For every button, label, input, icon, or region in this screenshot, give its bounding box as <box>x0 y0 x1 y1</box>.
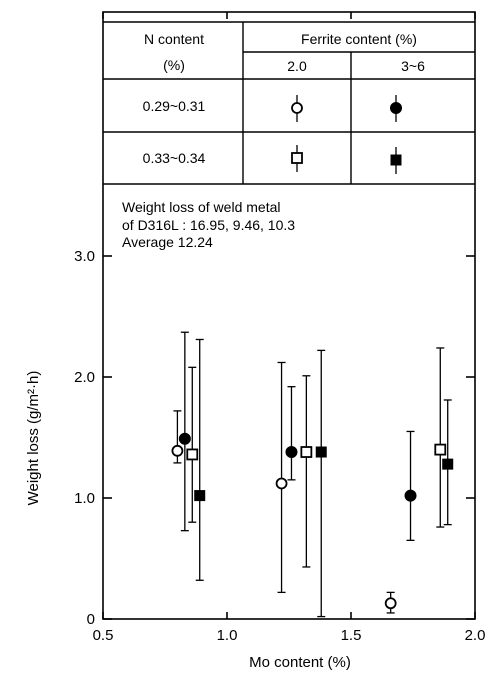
y-tick-label: 2.0 <box>74 369 95 386</box>
data-point-open-square <box>186 366 199 523</box>
x-tick-label: 1.0 <box>217 627 238 644</box>
data-point-filled-circle <box>178 331 191 532</box>
legend-marker-filled-circle <box>390 95 402 122</box>
x-axis-label: Mo content (%) <box>249 654 351 671</box>
data-point-filled-square <box>442 399 454 526</box>
legend-header-ferrite: Ferrite content (%) <box>301 31 417 47</box>
marker-open-circle <box>171 444 184 457</box>
marker-open-circle <box>275 477 288 490</box>
legend-marker-filled-square <box>390 147 402 174</box>
marker-open-square <box>300 446 313 458</box>
legend-ferrite-level-1: 2.0 <box>287 58 307 74</box>
y-tick-label: 3.0 <box>74 248 95 265</box>
x-tick-label: 0.5 <box>93 627 114 644</box>
data-point-open-circle <box>275 361 288 594</box>
marker-filled-square <box>315 446 327 458</box>
y-tick-label: 0 <box>87 611 95 628</box>
legend-header-n-line1: N content <box>144 31 204 47</box>
annotation-line-2: of D316L : 16.95, 9.46, 10.3 <box>122 217 295 233</box>
legend-row2-n-label: 0.33~0.34 <box>143 150 206 166</box>
data-point-open-square <box>300 375 313 568</box>
legend-ferrite-level-2: 3~6 <box>401 58 425 74</box>
legend-row1-n-label: 0.29~0.31 <box>143 98 206 114</box>
marker-open-square <box>186 448 199 461</box>
marker-filled-circle <box>178 432 191 445</box>
annotation-line-3: Average 12.24 <box>122 234 213 250</box>
axis-ticks: 0.5 1.0 1.5 2.0 0 1.0 2.0 3.0 <box>74 12 485 644</box>
data-point-filled-square <box>194 338 206 581</box>
legend-header-n-line2: (%) <box>163 57 185 73</box>
legend-marker-open-square <box>291 145 303 172</box>
x-tick-label: 2.0 <box>465 627 486 644</box>
marker-filled-square <box>194 490 206 502</box>
legend-table: N content (%) Ferrite content (%) 2.0 3~… <box>103 21 475 185</box>
data-point-open-circle <box>384 591 397 614</box>
marker-open-circle <box>384 597 397 610</box>
y-axis-label: Weight loss (g/m²·h) <box>25 371 42 506</box>
x-tick-label: 1.5 <box>341 627 362 644</box>
data-marks <box>171 331 454 618</box>
legend-marker-open-circle <box>291 95 303 122</box>
marker-filled-circle <box>404 489 417 502</box>
plot-frame <box>102 11 476 620</box>
marker-filled-circle <box>285 446 298 459</box>
annotation-line-1: Weight loss of weld metal <box>122 199 280 215</box>
data-point-open-square <box>434 347 447 528</box>
data-point-open-circle <box>171 410 184 464</box>
data-point-filled-circle <box>404 430 417 541</box>
data-point-filled-circle <box>285 386 298 481</box>
marker-filled-square <box>442 458 454 470</box>
marker-open-square <box>434 443 447 456</box>
y-tick-label: 1.0 <box>74 490 95 507</box>
data-point-filled-square <box>315 349 327 618</box>
